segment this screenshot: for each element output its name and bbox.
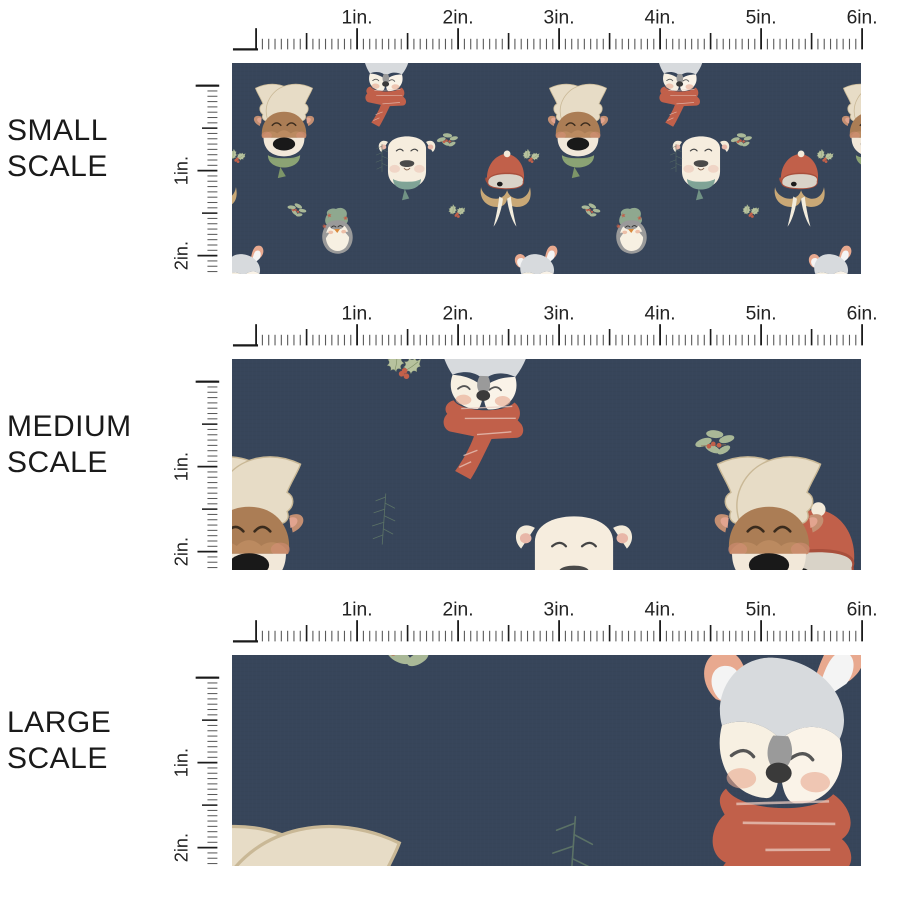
svg-text:1in.: 1in. [342, 599, 373, 620]
svg-text:4in.: 4in. [645, 7, 676, 28]
svg-text:1in.: 1in. [172, 452, 192, 481]
svg-text:5in.: 5in. [746, 599, 777, 620]
svg-text:6in.: 6in. [847, 599, 878, 620]
svg-text:4in.: 4in. [645, 599, 676, 620]
svg-text:1in.: 1in. [342, 7, 373, 28]
svg-text:5in.: 5in. [746, 7, 777, 28]
svg-text:2in.: 2in. [172, 833, 192, 862]
svg-text:5in.: 5in. [746, 303, 777, 324]
svg-text:6in.: 6in. [847, 7, 878, 28]
svg-text:3in.: 3in. [544, 599, 575, 620]
svg-text:1in.: 1in. [172, 748, 192, 777]
svg-text:2in.: 2in. [443, 7, 474, 28]
svg-text:2in.: 2in. [172, 537, 192, 566]
svg-text:4in.: 4in. [645, 303, 676, 324]
svg-text:2in.: 2in. [443, 303, 474, 324]
svg-text:3in.: 3in. [544, 303, 575, 324]
svg-text:2in.: 2in. [172, 241, 192, 270]
svg-text:6in.: 6in. [847, 303, 878, 324]
svg-text:1in.: 1in. [342, 303, 373, 324]
svg-text:1in.: 1in. [172, 156, 192, 185]
svg-text:2in.: 2in. [443, 599, 474, 620]
svg-text:3in.: 3in. [544, 7, 575, 28]
